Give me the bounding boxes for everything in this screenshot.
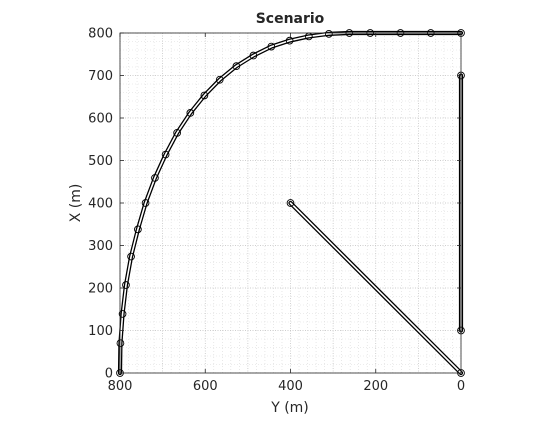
y-tick-label: 0 xyxy=(105,367,113,382)
series-1-marker xyxy=(232,62,241,71)
axes: 800 600 400 200 0 0 100 200 300 400 500 600 700 800 xyxy=(88,27,465,395)
x-tick-label: 200 xyxy=(363,379,388,394)
series-1-marker xyxy=(267,42,276,51)
x-tick-label: 0 xyxy=(457,379,465,394)
x-tick-label: 800 xyxy=(108,379,133,394)
series-1-marker xyxy=(134,225,142,234)
series-1-marker xyxy=(285,36,294,45)
series-1-marker xyxy=(161,150,170,159)
series-1-marker xyxy=(186,109,195,117)
series-1-marker xyxy=(151,174,159,182)
series-1-marker xyxy=(122,281,130,289)
series-1-marker xyxy=(215,75,224,84)
series-1-marker xyxy=(116,339,125,348)
y-tick-label: 700 xyxy=(88,69,113,84)
series-1-marker xyxy=(118,310,127,318)
x-tick-label: 400 xyxy=(278,379,303,394)
y-axis-title: X (m) xyxy=(68,184,84,223)
y-tick-label: 500 xyxy=(88,154,113,169)
series-1-marker xyxy=(141,199,150,207)
series-1-marker xyxy=(325,29,333,38)
chart-title: Scenario xyxy=(256,11,325,27)
y-tick-label: 600 xyxy=(88,112,113,127)
series-1-marker xyxy=(200,91,209,100)
y-tick-label: 100 xyxy=(88,324,113,339)
series-1-marker xyxy=(173,129,181,137)
y-tick-label: 200 xyxy=(88,282,113,297)
series-3-marker xyxy=(286,199,295,207)
x-axis-title: Y (m) xyxy=(270,400,309,416)
y-tick-label: 400 xyxy=(88,197,113,212)
series-1-marker xyxy=(127,252,135,261)
data-layer xyxy=(116,29,465,377)
series-3-line xyxy=(289,202,462,374)
x-tick-label: 600 xyxy=(193,379,218,394)
y-tick-label: 300 xyxy=(88,239,113,254)
series-1-marker xyxy=(249,51,258,60)
y-tick-label: 800 xyxy=(88,27,113,42)
